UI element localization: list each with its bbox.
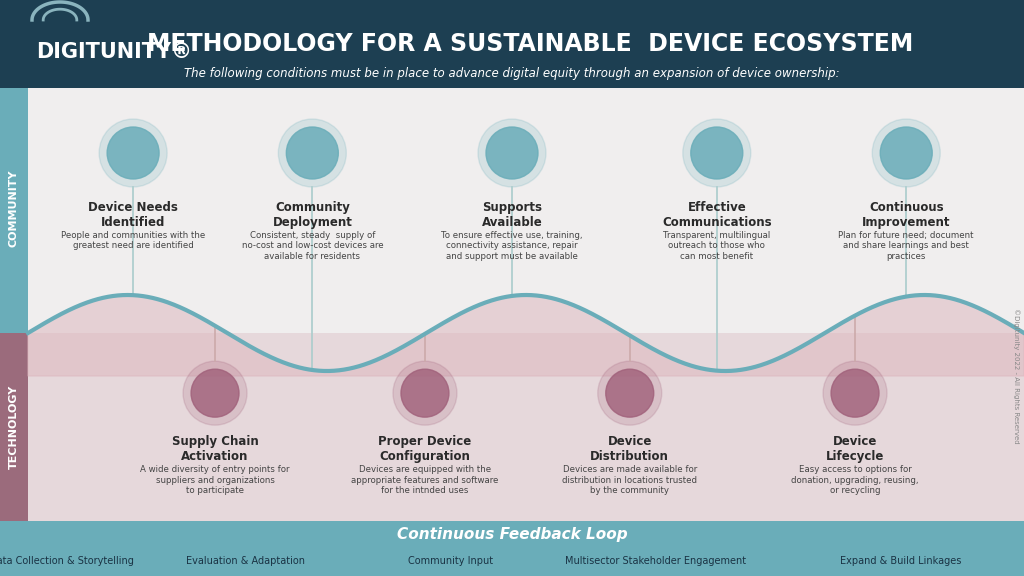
Text: Device Needs
Identified: Device Needs Identified [88, 201, 178, 229]
Text: Community Input: Community Input [408, 556, 494, 566]
Bar [0, 0, 1024, 88]
Bar [28, 88, 1024, 333]
Circle shape [287, 127, 338, 179]
Text: DIGITUNITY®: DIGITUNITY® [36, 42, 193, 62]
Bar [0, 521, 1024, 576]
Circle shape [279, 119, 346, 187]
Text: Device
Lifecycle: Device Lifecycle [825, 435, 885, 463]
Circle shape [823, 361, 887, 425]
Text: ©Digitunity 2022 - All Rights Reserved: ©Digitunity 2022 - All Rights Reserved [1013, 308, 1019, 444]
Polygon shape [28, 295, 1024, 376]
Text: Plan for future need; document
and share learnings and best
practices: Plan for future need; document and share… [839, 231, 974, 261]
Text: TECHNOLOGY: TECHNOLOGY [9, 385, 19, 469]
Text: A wide diversity of entry points for
suppliers and organizations
to participate: A wide diversity of entry points for sup… [140, 465, 290, 495]
Circle shape [881, 127, 932, 179]
Text: Evaluation & Adaptation: Evaluation & Adaptation [186, 556, 305, 566]
Text: Proper Device
Configuration: Proper Device Configuration [378, 435, 472, 463]
Circle shape [478, 119, 546, 187]
Text: To ensure effective use, training,
connectivity assistance, repair
and support m: To ensure effective use, training, conne… [441, 231, 583, 261]
Text: Effective
Communications: Effective Communications [662, 201, 772, 229]
Text: Consistent, steady  supply of
no-cost and low-cost devices are
available for res: Consistent, steady supply of no-cost and… [242, 231, 383, 261]
Circle shape [183, 361, 247, 425]
Circle shape [606, 369, 653, 417]
Text: Device
Distribution: Device Distribution [590, 435, 670, 463]
Text: METHODOLOGY FOR A SUSTAINABLE  DEVICE ECOSYSTEM: METHODOLOGY FOR A SUSTAINABLE DEVICE ECO… [146, 32, 913, 56]
Text: Devices are made available for
distribution in locations trusted
by the communit: Devices are made available for distribut… [562, 465, 697, 495]
Text: Data Collection & Storytelling: Data Collection & Storytelling [0, 556, 134, 566]
Text: Devices are equipped with the
appropriate features and software
for the intnded : Devices are equipped with the appropriat… [351, 465, 499, 495]
Circle shape [486, 127, 538, 179]
Text: The following conditions must be in place to advance digital equity through an e: The following conditions must be in plac… [184, 66, 840, 79]
Circle shape [191, 369, 239, 417]
Text: COMMUNITY: COMMUNITY [9, 169, 19, 247]
Bar [28, 333, 1024, 521]
Bar [0, 88, 28, 333]
Text: Supports
Available: Supports Available [481, 201, 543, 229]
Circle shape [401, 369, 449, 417]
Circle shape [691, 127, 742, 179]
Text: Supply Chain
Activation: Supply Chain Activation [172, 435, 258, 463]
Circle shape [108, 127, 159, 179]
Text: Continuous
Improvement: Continuous Improvement [862, 201, 950, 229]
Bar [0, 333, 28, 521]
Circle shape [393, 361, 457, 425]
Text: Transparent, multilingual
outreach to those who
can most benefit: Transparent, multilingual outreach to th… [664, 231, 770, 261]
Text: Expand & Build Linkages: Expand & Build Linkages [841, 556, 962, 566]
Text: Continuous Feedback Loop: Continuous Feedback Loop [396, 528, 628, 543]
Circle shape [683, 119, 751, 187]
Text: People and communities with the
greatest need are identified: People and communities with the greatest… [61, 231, 205, 251]
Circle shape [872, 119, 940, 187]
Text: Easy access to options for
donation, upgrading, reusing,
or recycling: Easy access to options for donation, upg… [792, 465, 919, 495]
Circle shape [99, 119, 167, 187]
Text: Multisector Stakeholder Engagement: Multisector Stakeholder Engagement [565, 556, 745, 566]
Text: Community
Deployment: Community Deployment [272, 201, 352, 229]
Circle shape [598, 361, 662, 425]
Circle shape [831, 369, 879, 417]
